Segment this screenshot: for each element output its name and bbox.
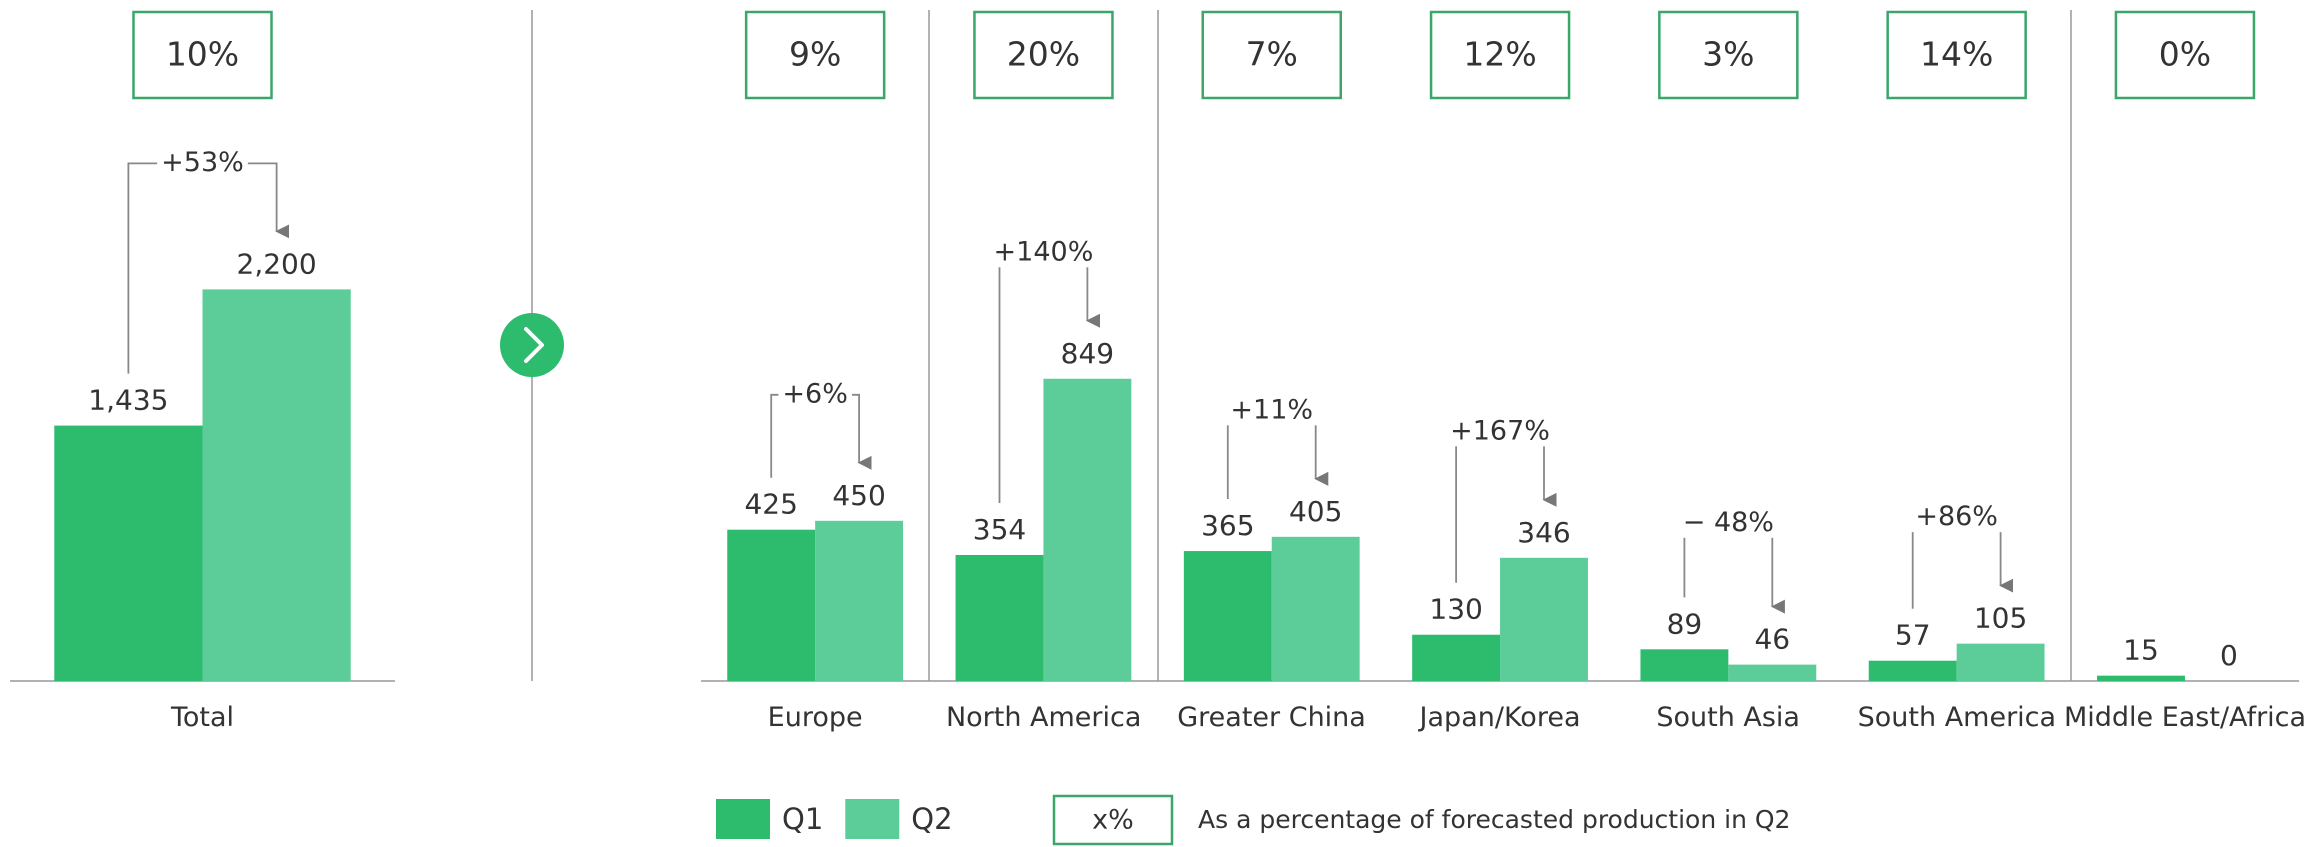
share-box xyxy=(2114,10,2256,100)
value-label: 105 xyxy=(1974,602,2027,635)
bar xyxy=(815,520,904,681)
change-label-bg xyxy=(1446,415,1554,447)
x-tick-label: Middle East/Africa xyxy=(2063,702,2305,733)
share-box xyxy=(744,10,886,100)
share-box xyxy=(1201,10,1342,100)
bar xyxy=(2097,675,2185,681)
share-label: 14% xyxy=(1920,35,1993,74)
share-label: 20% xyxy=(1007,35,1080,74)
value-label: 2,200 xyxy=(237,247,317,280)
share-label: 10% xyxy=(166,35,239,74)
share-label: 7% xyxy=(1246,35,1298,74)
value-label: 130 xyxy=(1429,593,1482,626)
value-label: 365 xyxy=(1201,509,1254,542)
bar xyxy=(1956,643,2045,681)
note-box xyxy=(1052,794,1174,846)
value-label: 425 xyxy=(744,488,797,521)
bar xyxy=(54,425,203,681)
bar xyxy=(1728,664,1817,681)
bar xyxy=(1640,649,1729,681)
change-label-bg xyxy=(1911,501,2002,533)
change-label-bg xyxy=(1678,506,1778,538)
share-box xyxy=(1886,10,2027,100)
bar xyxy=(1500,557,1588,681)
bar xyxy=(1868,660,1957,681)
arrow-icon xyxy=(500,313,564,377)
legend-label: Q1 xyxy=(782,802,823,836)
bar xyxy=(955,554,1044,681)
change-label: − 48% xyxy=(1683,507,1774,538)
share-label: 12% xyxy=(1463,35,1536,74)
value-label: 354 xyxy=(973,513,1026,546)
change-label-bg xyxy=(778,378,852,410)
bar xyxy=(727,529,816,681)
share-label: 3% xyxy=(1702,35,1754,74)
change-label: +140% xyxy=(994,236,1094,267)
arrow-chevron xyxy=(524,327,544,363)
value-label: 1,435 xyxy=(88,384,168,417)
x-tick-label: Europe xyxy=(767,702,863,733)
change-label: +167% xyxy=(1450,415,1550,446)
change-label: +6% xyxy=(782,378,847,409)
bar xyxy=(1183,551,1272,681)
value-label: 346 xyxy=(1517,516,1570,549)
legend-swatch xyxy=(716,799,770,839)
change-label-bg xyxy=(1226,394,1318,426)
share-box xyxy=(132,10,273,100)
share-label: 0% xyxy=(2159,35,2211,74)
change-label-bg xyxy=(157,146,248,178)
bar xyxy=(1043,378,1132,681)
share-box xyxy=(1658,10,1799,100)
legend-swatch xyxy=(845,799,900,839)
value-label: 89 xyxy=(1667,607,1703,640)
x-tick-label: Greater China xyxy=(1177,702,1366,733)
value-label: 450 xyxy=(832,479,885,512)
note-box-label: x% xyxy=(1092,805,1134,836)
value-label: 46 xyxy=(1754,623,1790,656)
share-box xyxy=(973,10,1114,100)
legend-label: Q2 xyxy=(911,802,952,836)
note: As a percentage of forecasted production… xyxy=(1198,805,1790,834)
x-tick-label: South America xyxy=(1857,702,2057,733)
change-label: +53% xyxy=(161,147,244,178)
value-label: 57 xyxy=(1895,619,1931,652)
share-label: 9% xyxy=(789,35,841,74)
value-label: 0 xyxy=(2220,639,2238,672)
bar xyxy=(202,289,351,681)
x-tick-label: North America xyxy=(945,702,1142,733)
change-label: +86% xyxy=(1915,501,1998,532)
value-label: 849 xyxy=(1061,337,1114,370)
bar xyxy=(1271,536,1360,681)
change-label-bg xyxy=(989,236,1098,268)
value-label: 405 xyxy=(1289,495,1342,528)
bar xyxy=(1412,634,1501,681)
value-label: 15 xyxy=(2123,634,2159,667)
share-box xyxy=(1429,10,1571,100)
x-tick-label: South Asia xyxy=(1656,702,1800,733)
x-tick-label: Japan/Korea xyxy=(1419,702,1581,733)
x-tick-label: Total xyxy=(171,702,235,733)
change-label: +11% xyxy=(1230,394,1313,425)
